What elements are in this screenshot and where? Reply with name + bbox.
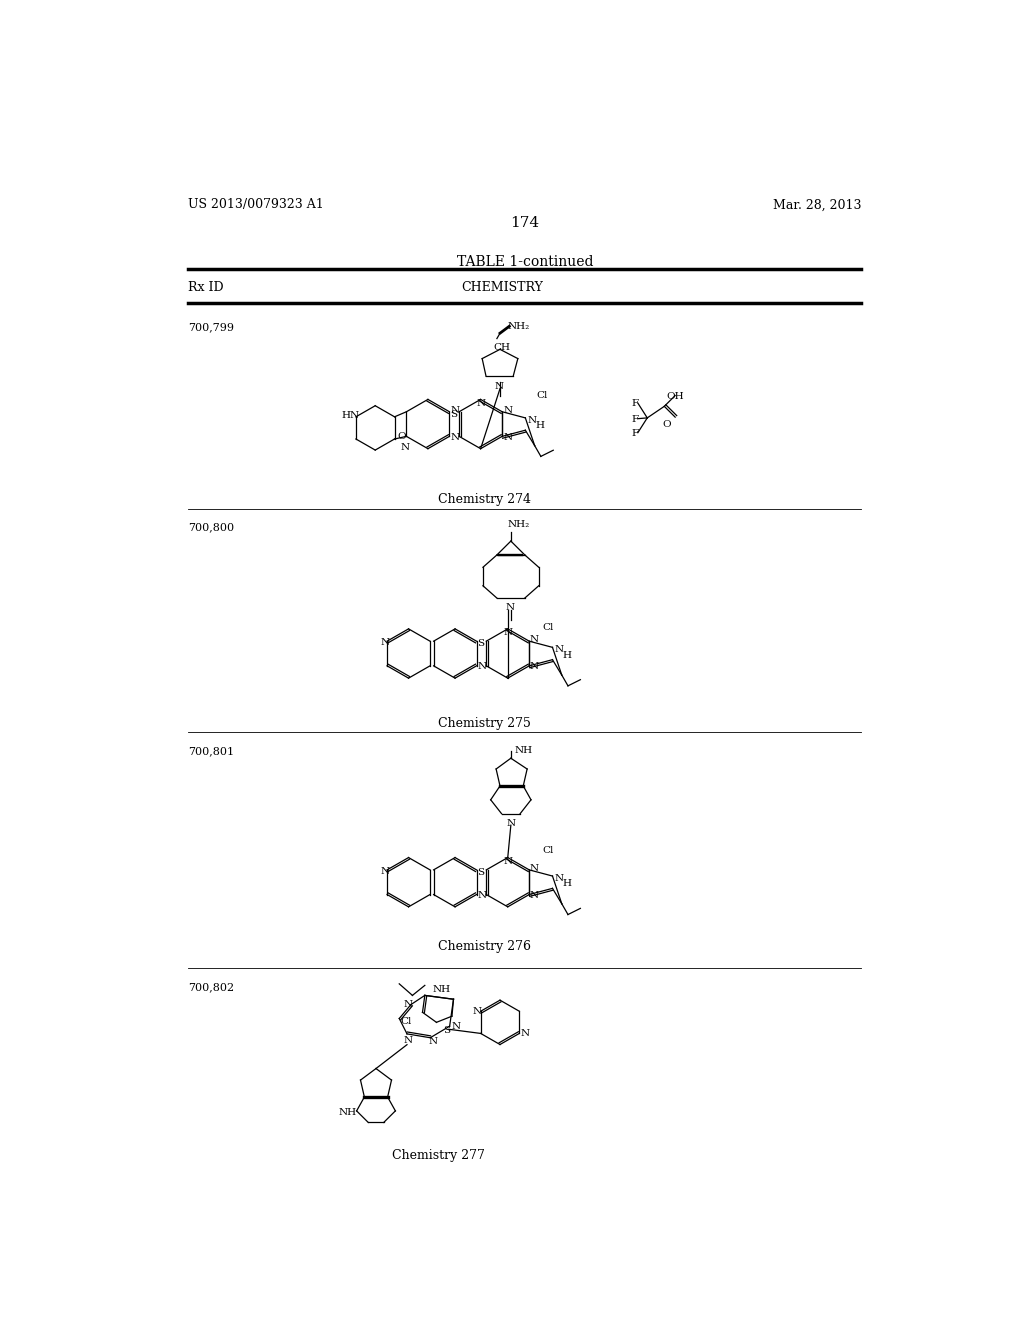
Text: N: N xyxy=(451,405,460,414)
Text: Chemistry 274: Chemistry 274 xyxy=(438,494,531,507)
Text: O: O xyxy=(663,420,672,429)
Text: N: N xyxy=(451,433,460,442)
Text: F: F xyxy=(632,414,639,424)
Text: OH: OH xyxy=(667,392,684,401)
Text: N: N xyxy=(403,1001,413,1008)
Text: 700,800: 700,800 xyxy=(188,523,234,532)
Text: Chemistry 275: Chemistry 275 xyxy=(438,717,530,730)
Text: 700,799: 700,799 xyxy=(188,322,234,333)
Text: S: S xyxy=(450,409,457,418)
Text: N: N xyxy=(381,867,390,876)
Text: N: N xyxy=(530,891,539,900)
Text: N: N xyxy=(477,663,486,671)
Text: Cl: Cl xyxy=(537,391,548,400)
Text: Cl: Cl xyxy=(400,1016,413,1026)
Text: N: N xyxy=(381,639,390,647)
Text: N: N xyxy=(530,863,539,873)
Text: H: H xyxy=(536,421,545,430)
Text: N: N xyxy=(521,1028,530,1038)
Text: NH: NH xyxy=(515,746,532,755)
Text: S: S xyxy=(477,639,484,648)
Text: N: N xyxy=(506,603,514,612)
Text: N: N xyxy=(495,383,504,392)
Text: N: N xyxy=(504,628,513,638)
Text: N: N xyxy=(429,1038,438,1045)
Text: F: F xyxy=(632,429,639,438)
Text: N: N xyxy=(506,818,515,828)
Text: N: N xyxy=(403,1036,413,1044)
Text: N: N xyxy=(555,645,564,655)
Text: Cl: Cl xyxy=(543,623,554,632)
Text: 700,802: 700,802 xyxy=(188,982,234,993)
Text: Rx ID: Rx ID xyxy=(188,281,224,294)
Text: 700,801: 700,801 xyxy=(188,746,234,756)
Text: N: N xyxy=(530,663,539,671)
Text: N: N xyxy=(477,399,485,408)
Text: CHEMISTRY: CHEMISTRY xyxy=(461,281,543,294)
Text: N: N xyxy=(504,405,513,414)
Text: NH₂: NH₂ xyxy=(508,322,530,331)
Text: 174: 174 xyxy=(510,216,540,230)
Text: Mar. 28, 2013: Mar. 28, 2013 xyxy=(773,198,861,211)
Text: N: N xyxy=(452,1022,461,1031)
Text: S: S xyxy=(477,867,484,876)
Text: NH: NH xyxy=(432,985,451,994)
Text: CH: CH xyxy=(494,343,511,352)
Text: NH: NH xyxy=(339,1107,357,1117)
Text: Cl: Cl xyxy=(543,846,554,855)
Text: N: N xyxy=(530,635,539,644)
Text: Chemistry 276: Chemistry 276 xyxy=(438,940,531,953)
Text: O: O xyxy=(397,432,406,441)
Text: NH₂: NH₂ xyxy=(508,520,530,529)
Text: TABLE 1-continued: TABLE 1-continued xyxy=(457,255,593,269)
Text: N: N xyxy=(555,874,564,883)
Text: N: N xyxy=(477,891,486,900)
Text: Chemistry 277: Chemistry 277 xyxy=(391,1150,484,1163)
Text: N: N xyxy=(473,1007,482,1016)
Text: N: N xyxy=(504,857,513,866)
Text: US 2013/0079323 A1: US 2013/0079323 A1 xyxy=(188,198,325,211)
Text: F: F xyxy=(632,400,639,408)
Text: H: H xyxy=(562,651,571,660)
Text: S: S xyxy=(442,1026,450,1035)
Text: HN: HN xyxy=(342,411,360,420)
Text: N: N xyxy=(400,442,410,451)
Text: H: H xyxy=(562,879,571,888)
Text: N: N xyxy=(504,433,513,442)
Text: N: N xyxy=(527,416,537,425)
